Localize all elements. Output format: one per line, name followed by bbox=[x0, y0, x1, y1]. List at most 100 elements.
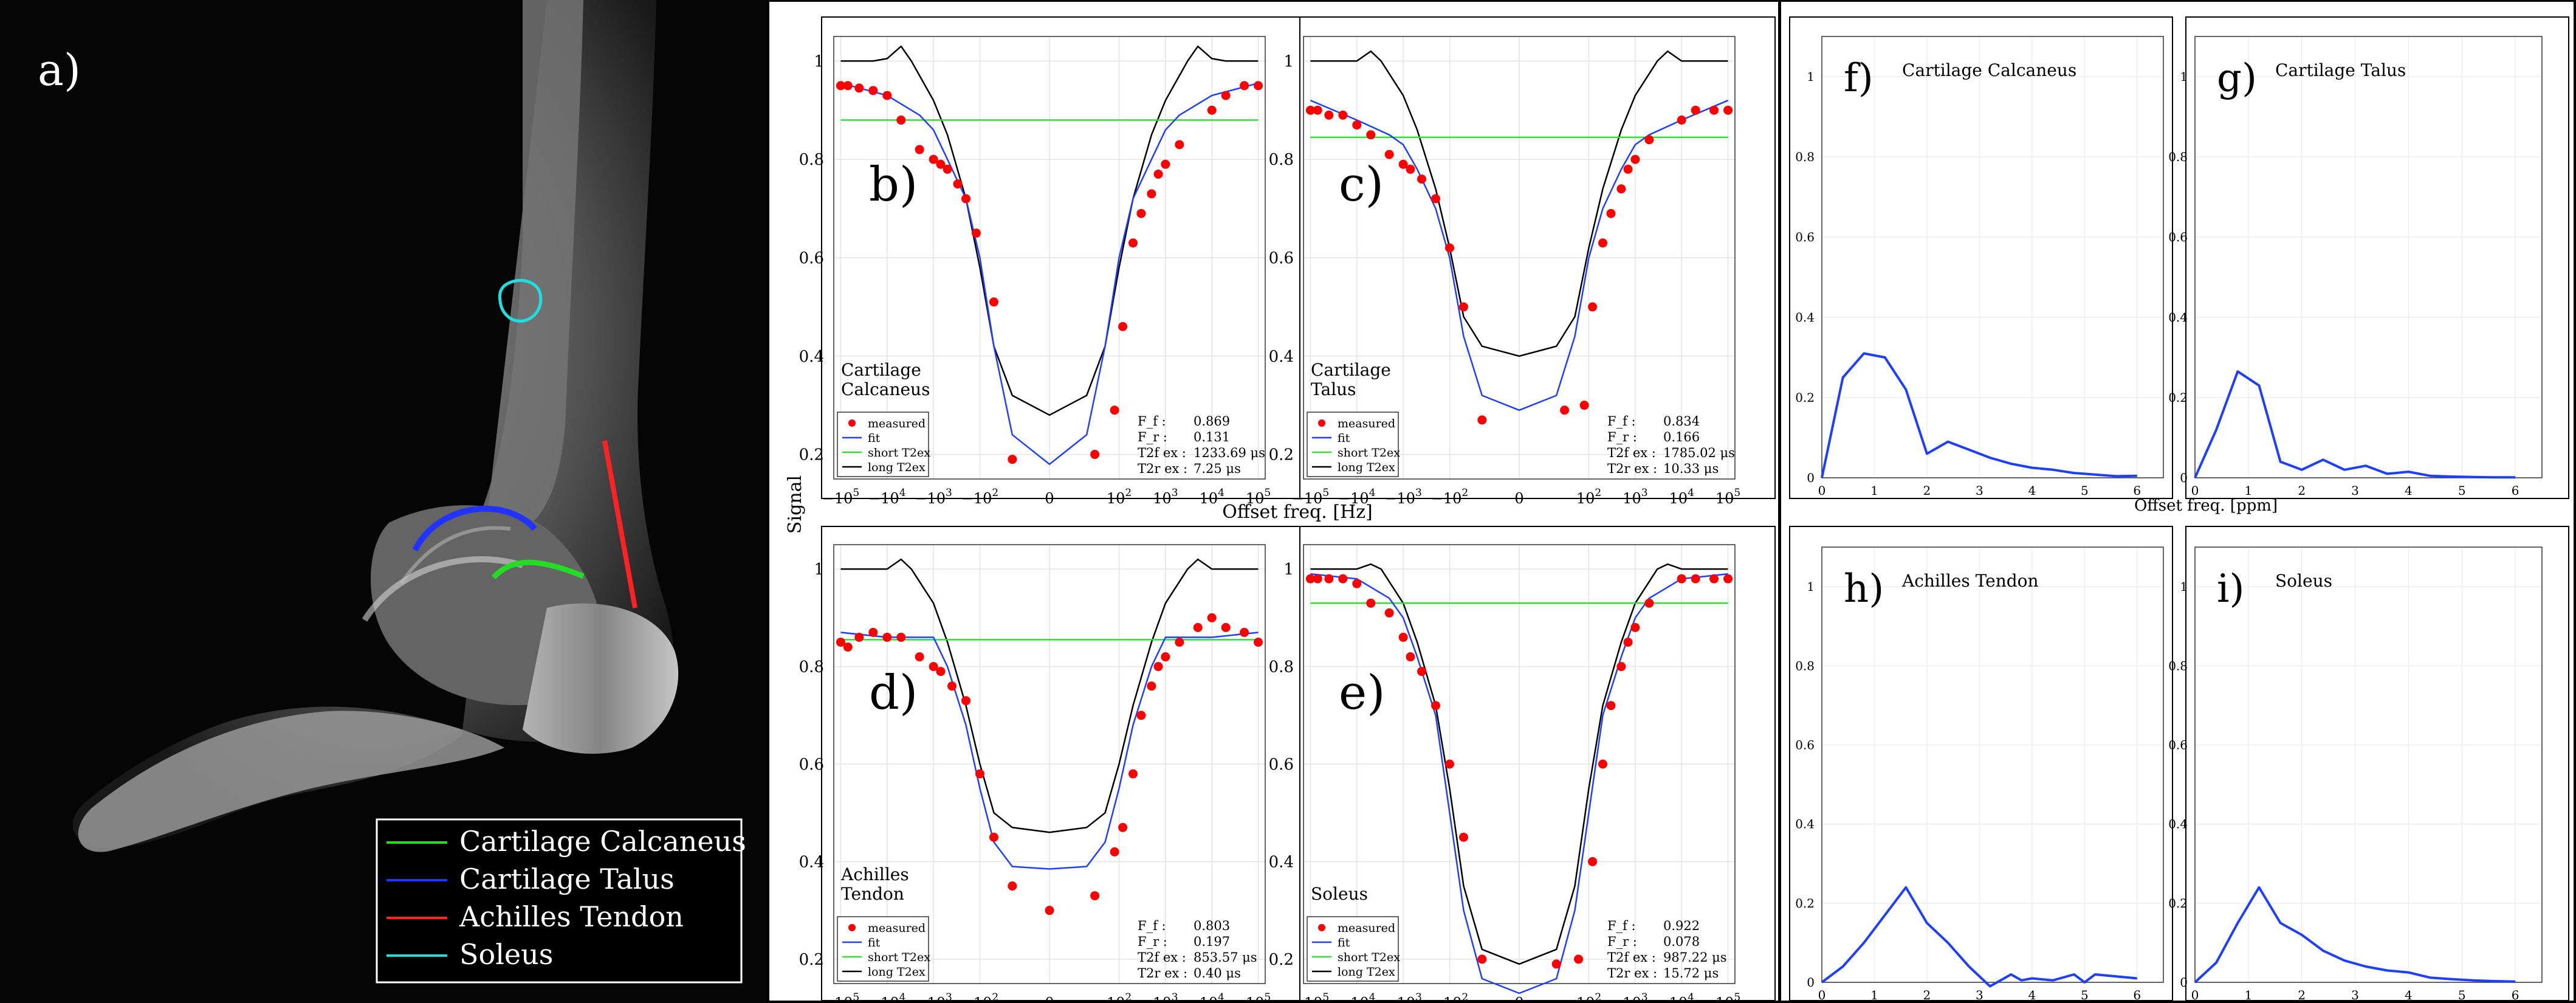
chart-d-measured-point bbox=[1136, 711, 1146, 720]
shared-xlabel-hz: Offset freq. [Hz] bbox=[1222, 502, 1373, 523]
chart-g-xtick-label: 1 bbox=[2244, 483, 2252, 498]
chart-d-param-name: T2f ex : bbox=[1138, 950, 1186, 965]
chart-e-measured-point bbox=[1417, 667, 1427, 677]
chart-c-measured-point bbox=[1398, 159, 1408, 169]
chart-d-measured-point bbox=[843, 642, 853, 652]
chart-d-measured-point bbox=[1153, 662, 1163, 672]
chart-e-param-name: F_r : bbox=[1607, 934, 1637, 949]
mri-anatomy bbox=[72, 0, 679, 852]
chart-c-fit-line bbox=[1310, 100, 1728, 412]
chart-i-xtick-label: 4 bbox=[2405, 988, 2413, 1002]
chart-b-measured-point bbox=[989, 297, 998, 307]
chart-g-xtick-label: 5 bbox=[2458, 483, 2466, 498]
chart-b-measured-point bbox=[1161, 159, 1170, 169]
chart-b-xtick-label: −103 bbox=[915, 487, 952, 507]
chart-b-measured-point bbox=[836, 81, 845, 91]
chart-g-panel-label: g) bbox=[2217, 56, 2257, 101]
chart-c-measured-point bbox=[1444, 243, 1454, 253]
chart-d-fit-line bbox=[840, 632, 1259, 870]
chart-c-measured-point bbox=[1366, 130, 1376, 140]
chart-e-measured-point bbox=[1305, 574, 1315, 584]
chart-d-ytick-label: 1 bbox=[814, 560, 824, 579]
panel-label-a: a) bbox=[38, 44, 81, 95]
chart-i-ytick-label: 1 bbox=[2180, 579, 2188, 594]
chart-h-frame bbox=[1789, 526, 2173, 1001]
chart-h-xtick-label: 6 bbox=[2133, 988, 2141, 1002]
chart-c-xtick-label: 103 bbox=[1623, 487, 1647, 507]
chart-d-measured-point bbox=[936, 667, 946, 677]
chart-e-measured-point bbox=[1324, 574, 1334, 584]
chart-e-tissue-label: Soleus bbox=[1311, 884, 1368, 904]
chart-g-xtick-label: 6 bbox=[2512, 483, 2519, 498]
chart-d-measured-point bbox=[947, 681, 957, 691]
chart-i-title: Soleus bbox=[2275, 571, 2332, 591]
chart-e-axes-box bbox=[1303, 544, 1736, 984]
chart-e-measured-point bbox=[1677, 574, 1686, 584]
chart-e-xtick-label: 102 bbox=[1576, 991, 1601, 1003]
chart-f-axes-box bbox=[1821, 36, 2164, 478]
chart-f-panel-label: f) bbox=[1844, 56, 1874, 101]
chart-c-param-name: F_r : bbox=[1607, 430, 1637, 444]
chart-h-ytick-label: 1 bbox=[1807, 579, 1815, 594]
chart-c-param-value: 0.166 bbox=[1663, 430, 1700, 444]
chart-e-measured-point bbox=[1398, 632, 1408, 642]
chart-f-title: Cartilage Calcaneus bbox=[1902, 60, 2076, 80]
separator-left bbox=[767, 0, 769, 1003]
chart-i-ytick-label: 0.6 bbox=[2168, 737, 2188, 752]
chart-c-measured-point bbox=[1630, 154, 1640, 164]
chart-c-measured-point bbox=[1623, 164, 1633, 174]
panel-a: a) Cartilage Calcaneus Cartilage Talus Ach… bbox=[0, 0, 767, 1003]
chart-h-ytick-label: 0 bbox=[1807, 975, 1815, 990]
chart-c-ytick-label: 0.8 bbox=[1269, 151, 1294, 169]
chart-e: 0.2 0.4 0.6 0.8 1 −105 −104 −103 −102 0 102 103 104 1… bbox=[1269, 526, 1776, 1003]
chart-d-measured-point bbox=[896, 632, 906, 642]
chart-b-axes-box bbox=[833, 36, 1266, 480]
chart-h-ytick-label: 0.4 bbox=[1795, 817, 1815, 832]
chart-d-legend-label: short T2ex bbox=[868, 951, 930, 964]
chart-d-param-value: 0.197 bbox=[1194, 934, 1230, 949]
chart-b-param-value: 7.25 μs bbox=[1194, 461, 1241, 476]
chart-h-ytick-label: 0.8 bbox=[1795, 658, 1815, 673]
chart-d-measured-point bbox=[1147, 681, 1156, 691]
chart-d-measured-point bbox=[1118, 822, 1128, 832]
chart-c-legend-label: measured bbox=[1338, 417, 1395, 430]
chart-d-long-t2-line bbox=[840, 558, 1259, 833]
chart-d-measured-point bbox=[1193, 622, 1203, 632]
chart-c-param-name: F_f : bbox=[1607, 414, 1636, 429]
chart-c-measured-point bbox=[1579, 401, 1589, 410]
chart-f-ytick-label: 0 bbox=[1807, 470, 1815, 485]
chart-b-measured-point bbox=[1254, 81, 1263, 91]
chart-e-measured-point bbox=[1431, 701, 1441, 711]
chart-i-xtick-label: 1 bbox=[2244, 988, 2252, 1002]
chart-c-param-name: T2f ex : bbox=[1607, 446, 1656, 460]
chart-c-measured-point bbox=[1406, 164, 1415, 174]
chart-e-ytick-label: 0.6 bbox=[1269, 756, 1294, 774]
chart-d-xtick-label: −105 bbox=[822, 991, 859, 1003]
chart-b-legend-label: short T2ex bbox=[868, 446, 930, 460]
chart-b-measured-point bbox=[1147, 189, 1156, 199]
chart-f-ytick-label: 1 bbox=[1807, 69, 1815, 84]
chart-c-grid bbox=[1303, 36, 1735, 479]
chart-b-ytick-label: 1 bbox=[814, 52, 824, 71]
chart-e-xtick-label: 0 bbox=[1514, 994, 1523, 1003]
chart-g-ytick-label: 0.8 bbox=[2168, 150, 2188, 164]
chart-b-xtick-label: 104 bbox=[1200, 487, 1224, 507]
chart-b-param-value: 1233.69 μs bbox=[1194, 446, 1265, 460]
chart-d-tissue-label: Tendon bbox=[841, 884, 904, 904]
chart-f-ytick-label: 0.8 bbox=[1795, 150, 1815, 164]
chart-c-measured-point bbox=[1417, 174, 1427, 184]
chart-d-measured-point bbox=[1008, 881, 1017, 891]
chart-f-xtick-label: 1 bbox=[1870, 483, 1878, 498]
chart-c-measured-point bbox=[1338, 110, 1348, 120]
chart-e-measured-point bbox=[1384, 608, 1394, 618]
chart-i-xtick-label: 2 bbox=[2298, 988, 2306, 1002]
chart-c-legend-label: fit bbox=[1338, 432, 1350, 445]
chart-i-xtick-label: 3 bbox=[2351, 988, 2359, 1002]
chart-c-measured-point bbox=[1691, 105, 1700, 115]
chart-h-axes-box bbox=[1821, 546, 2164, 983]
chart-b-legend-label: measured bbox=[868, 417, 926, 430]
chart-b-measured-point bbox=[1090, 450, 1100, 460]
chart-i-ytick-label: 0.2 bbox=[2168, 896, 2188, 911]
chart-b-param-name: F_r : bbox=[1138, 430, 1167, 444]
